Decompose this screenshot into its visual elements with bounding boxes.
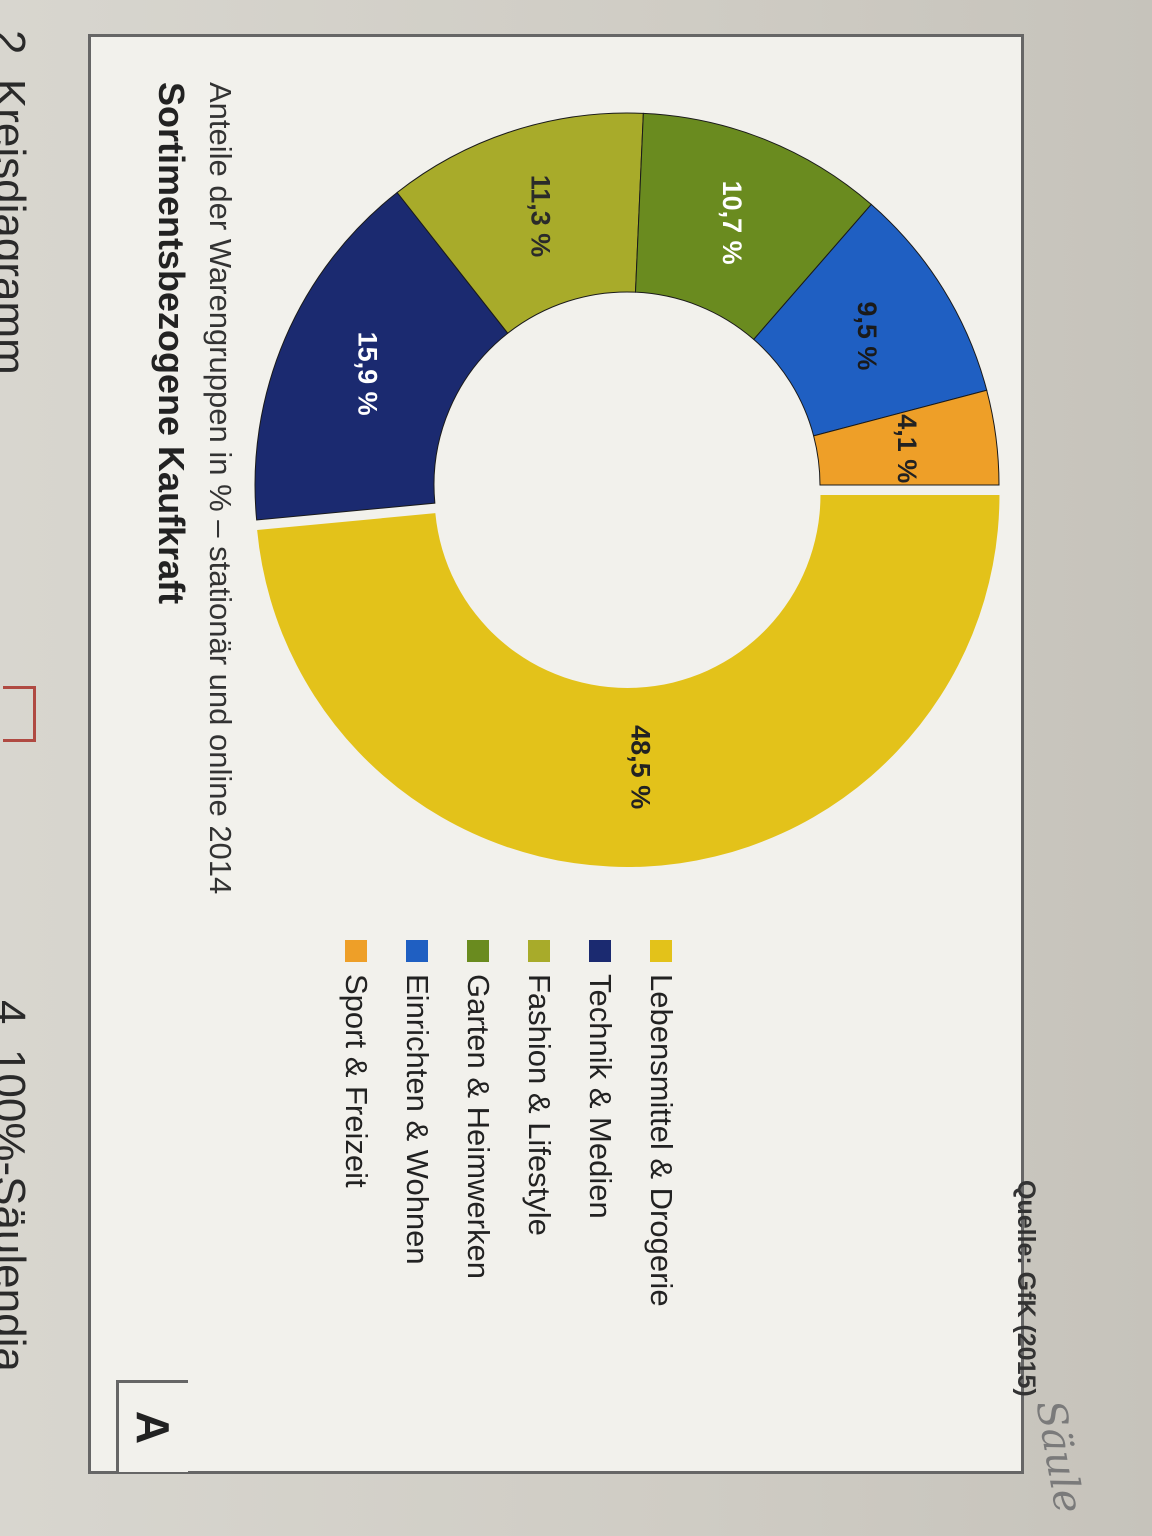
legend-label: Fashion & Lifestyle [522,974,558,1236]
slice-value-label: 48,5 % [625,725,655,809]
slice-value-label: 10,7 % [717,181,747,265]
legend-label: Technik & Medien [583,974,619,1219]
legend-item: Fashion & Lifestyle [509,940,570,1307]
legend-label: Einrichten & Wohnen [400,974,436,1265]
donut-slice [257,494,1000,867]
legend-item: Sport & Freizeit [326,940,387,1307]
legend-item: Einrichten & Wohnen [387,940,448,1307]
legend-label: Sport & Freizeit [339,974,375,1188]
chart-legend: Lebensmittel & Drogerie Technik & Medien F… [326,940,692,1307]
legend-swatch [589,940,612,962]
legend-swatch [528,940,551,962]
slice-value-label: 9,5 % [852,301,882,370]
slice-value-label: 11,3 % [526,175,556,258]
slice-value-label: 4,1 % [892,414,922,483]
source-note: Quelle: GfK (2015) [1012,1180,1040,1397]
legend-item: Garten & Heimwerken [448,940,509,1307]
donut-slice [813,389,1000,486]
donut-slice [254,191,509,521]
legend-swatch [467,940,490,962]
legend-swatch [650,940,673,962]
legend-swatch [406,940,429,962]
legend-label: Lebensmittel & Drogerie [644,974,680,1307]
legend-item: Technik & Medien [570,940,631,1307]
legend-label: Garten & Heimwerken [461,974,497,1279]
legend-swatch [345,940,368,962]
donut-slice [396,112,644,334]
legend-item: Lebensmittel & Drogerie [631,940,692,1307]
slice-value-label: 15,9 % [352,332,382,416]
